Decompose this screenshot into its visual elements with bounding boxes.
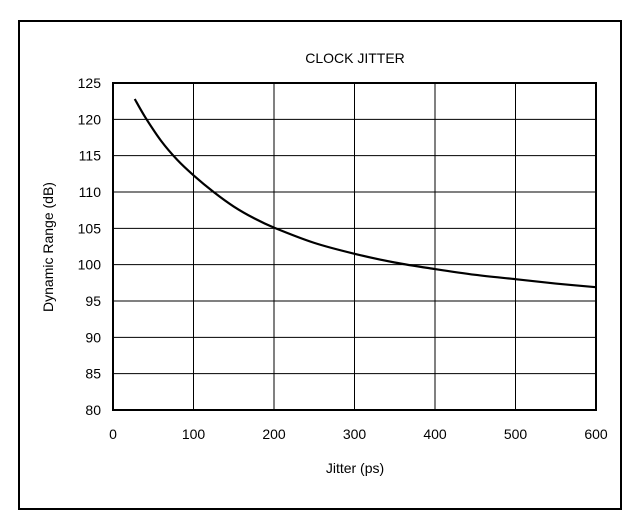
y-axis-label: Dynamic Range (dB) (40, 182, 56, 312)
x-tick-label: 100 (182, 426, 206, 442)
series-line (133, 98, 597, 289)
y-tick-label: 95 (85, 293, 101, 309)
y-tick-label: 110 (79, 184, 102, 200)
x-tick-labels: 0 100 200 300 400 500 600 (109, 426, 608, 442)
y-tick-labels: 80 85 90 95 100 105 110 115 120 125 (78, 75, 102, 418)
x-tick-label: 600 (584, 426, 608, 442)
y-tick-label: 80 (85, 402, 101, 418)
x-tick-label: 400 (423, 426, 447, 442)
y-tick-label: 125 (78, 75, 102, 91)
y-tick-label: 100 (78, 257, 102, 273)
y-tick-label: 120 (78, 111, 102, 127)
x-tick-label: 500 (504, 426, 528, 442)
plot-area-border (112, 82, 597, 411)
chart-title: CLOCK JITTER (305, 50, 405, 66)
x-tick-label: 300 (343, 426, 367, 442)
y-tick-label: 105 (78, 220, 102, 236)
x-tick-label: 200 (262, 426, 286, 442)
y-tick-label: 85 (85, 366, 101, 382)
y-tick-label: 115 (79, 148, 102, 164)
x-tick-label: 0 (109, 426, 117, 442)
x-axis-label: Jitter (ps) (326, 460, 384, 476)
y-tick-label: 90 (85, 329, 101, 345)
grid-lines (113, 83, 596, 410)
